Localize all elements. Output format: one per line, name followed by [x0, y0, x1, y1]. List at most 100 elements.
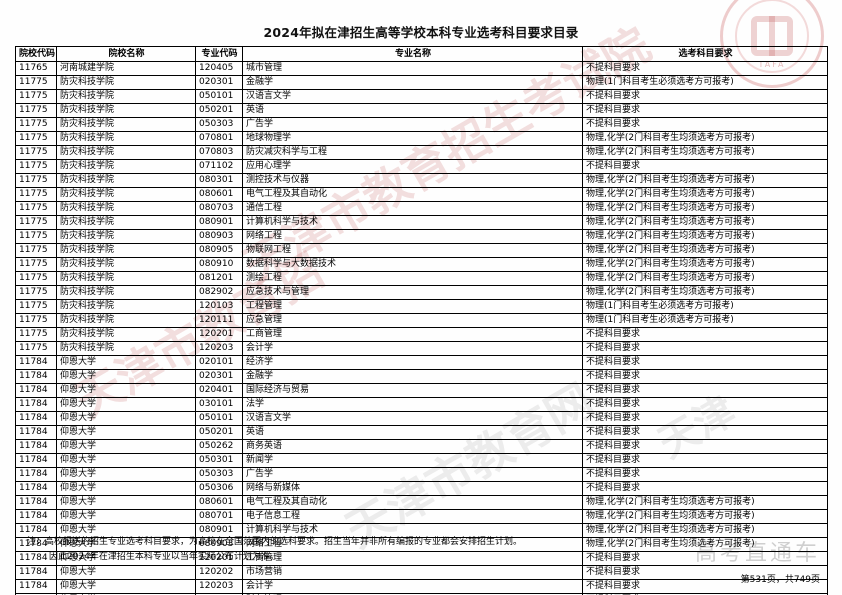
cell-subject-requirement: 不提科目要求 [582, 453, 828, 468]
cell-major-code: 120201 [195, 327, 243, 342]
footer-note-line-1: 注：高校报送的招生专业选考科目要求，为高校在全国范围内的选科要求。招生当年并非所… [27, 537, 523, 547]
cell-major-name: 网络与新媒体 [242, 481, 583, 496]
cell-school-code: 11784 [15, 439, 57, 454]
major-requirements-table: 院校代码 院校名称 专业代码 专业名称 选考科目要求 11765 河南城建学院 12… [15, 46, 828, 595]
table-row: 11784 仰恩大学 120203 会计学 不提科目要求 [15, 579, 828, 594]
table-row: 11784 仰恩大学 020401 国际经济与贸易 不提科目要求 [15, 383, 828, 398]
cell-subject-requirement: 不提科目要求 [582, 117, 828, 132]
cell-major-name: 通信工程 [242, 201, 583, 216]
table-row: 11775 防灾科技学院 050201 英语 不提科目要求 [15, 103, 828, 118]
table-row: 11775 防灾科技学院 120203 会计学 不提科目要求 [15, 341, 828, 356]
table-row: 11775 防灾科技学院 080301 测控技术与仪器 物理,化学(2门科目考生均须选考… [15, 173, 828, 188]
cell-major-name: 地球物理学 [242, 131, 583, 146]
cell-major-code: 050301 [195, 453, 243, 468]
cell-school-code: 11765 [15, 61, 57, 76]
cell-major-name: 市场营销 [242, 565, 583, 580]
cell-major-name: 测控技术与仪器 [242, 173, 583, 188]
cell-subject-requirement: 不提科目要求 [582, 383, 828, 398]
cell-school-name: 仰恩大学 [56, 425, 196, 440]
cell-school-code: 11775 [15, 187, 57, 202]
cell-school-code: 11784 [15, 509, 57, 524]
table-row: 11775 防灾科技学院 070803 防灾减灾科学与工程 物理,化学(2门科目考生均须… [15, 145, 828, 160]
cell-major-code: 120103 [195, 299, 243, 314]
cell-major-name: 广告学 [242, 117, 583, 132]
cell-school-code: 11775 [15, 75, 57, 90]
cell-school-code: 11775 [15, 327, 57, 342]
cell-school-name: 河南城建学院 [56, 61, 196, 76]
cell-major-name: 电气工程及其自动化 [242, 187, 583, 202]
cell-subject-requirement: 物理,化学(2门科目考生均须选考方可报考) [582, 509, 828, 524]
cell-school-code: 11775 [15, 173, 57, 188]
table-row: 11775 防灾科技学院 080910 数据科学与大数据技术 物理,化学(2门科目考生均… [15, 257, 828, 272]
cell-school-name: 仰恩大学 [56, 495, 196, 510]
cell-school-code: 11775 [15, 201, 57, 216]
table-body: 11765 河南城建学院 120405 城市管理 不提科目要求 11775 防灾科技学院 02… [15, 61, 828, 595]
table-row: 11775 防灾科技学院 020301 金融学 物理(1门科目考生必须选考方可报考) [15, 75, 828, 90]
cell-major-name: 新闻学 [242, 453, 583, 468]
cell-subject-requirement: 物理,化学(2门科目考生均须选考方可报考) [582, 173, 828, 188]
table-row: 11784 仰恩大学 120201 工商管理 不提科目要求 [15, 551, 828, 566]
table-row: 11775 防灾科技学院 120111 应急管理 物理(1门科目考生必须选考方可报考) [15, 313, 828, 328]
cell-subject-requirement: 不提科目要求 [582, 593, 828, 595]
cell-major-code: 050101 [195, 411, 243, 426]
cell-major-name: 会计学 [242, 579, 583, 594]
cell-major-name: 物联网工程 [242, 243, 583, 258]
table-header: 院校代码 院校名称 专业代码 专业名称 选考科目要求 [15, 46, 828, 62]
table-row: 11784 仰恩大学 050301 新闻学 不提科目要求 [15, 453, 828, 468]
cell-major-code: 020401 [195, 383, 243, 398]
table-row: 11775 防灾科技学院 120103 工程管理 物理(1门科目考生必须选考方可报考) [15, 299, 828, 314]
cell-school-name: 防灾科技学院 [56, 145, 196, 160]
cell-major-code: 080703 [195, 201, 243, 216]
cell-major-code: 020101 [195, 355, 243, 370]
table-row: 11775 防灾科技学院 050303 广告学 不提科目要求 [15, 117, 828, 132]
table-row: 11784仰恩大学120204财务管理不提科目要求 [15, 593, 828, 595]
cell-school-name: 仰恩大学 [56, 439, 196, 454]
cell-subject-requirement: 物理,化学(2门科目考生均须选考方可报考) [582, 229, 828, 244]
table-row: 11775 防灾科技学院 082902 应急技术与管理 物理,化学(2门科目考生均须选考… [15, 285, 828, 300]
cell-school-name: 仰恩大学 [56, 579, 196, 594]
cell-school-name: 防灾科技学院 [56, 89, 196, 104]
cell-subject-requirement: 不提科目要求 [582, 425, 828, 440]
cell-major-name: 应急管理 [242, 313, 583, 328]
cell-subject-requirement: 不提科目要求 [582, 89, 828, 104]
cell-major-code: 050101 [195, 89, 243, 104]
table-row: 11775 防灾科技学院 050101 汉语言文学 不提科目要求 [15, 89, 828, 104]
cell-subject-requirement: 不提科目要求 [582, 341, 828, 356]
cell-subject-requirement: 不提科目要求 [582, 327, 828, 342]
cell-school-code: 11784 [15, 411, 57, 426]
cell-subject-requirement: 物理,化学(2门科目考生均须选考方可报考) [582, 285, 828, 300]
cell-subject-requirement: 不提科目要求 [582, 103, 828, 118]
table-row: 11784 仰恩大学 050201 英语 不提科目要求 [15, 425, 828, 440]
cell-major-code: 080903 [195, 229, 243, 244]
cell-major-name: 电气工程及其自动化 [242, 495, 583, 510]
table-row: 11775 防灾科技学院 080601 电气工程及其自动化 物理,化学(2门科目考生均须… [15, 187, 828, 202]
table-row: 11775 防灾科技学院 080901 计算机科学与技术 物理,化学(2门科目考生均须选… [15, 215, 828, 230]
table-row: 11775 防灾科技学院 071102 应用心理学 不提科目要求 [15, 159, 828, 174]
cell-school-code: 11775 [15, 89, 57, 104]
table-row: 11775 防灾科技学院 070801 地球物理学 物理,化学(2门科目考生均须选考方可… [15, 131, 828, 146]
cell-major-code: 080910 [195, 257, 243, 272]
cell-school-code: 11784 [15, 467, 57, 482]
cell-subject-requirement: 不提科目要求 [582, 355, 828, 370]
column-header-major-name: 专业名称 [242, 46, 583, 62]
cell-major-name: 测绘工程 [242, 271, 583, 286]
table-row: 11765 河南城建学院 120405 城市管理 不提科目要求 [15, 61, 828, 76]
cell-school-code: 11775 [15, 299, 57, 314]
cell-subject-requirement: 物理,化学(2门科目考生均须选考方可报考) [582, 201, 828, 216]
table-row: 11775 防灾科技学院 120201 工商管理 不提科目要求 [15, 327, 828, 342]
cell-school-code: 11775 [15, 313, 57, 328]
cell-school-name: 防灾科技学院 [56, 75, 196, 90]
table-row: 11784 仰恩大学 030101 法学 不提科目要求 [15, 397, 828, 412]
cell-subject-requirement: 不提科目要求 [582, 159, 828, 174]
cell-major-name: 防灾减灾科学与工程 [242, 145, 583, 160]
cell-school-name: 防灾科技学院 [56, 257, 196, 272]
footer-notes: 注：高校报送的招生专业选考科目要求，为高校在全国范围内的选科要求。招生当年并非所… [27, 535, 627, 565]
cell-major-name: 英语 [242, 103, 583, 118]
page-title: 2024年拟在津招生高等学校本科专业选考科目要求目录 [263, 25, 579, 40]
cell-major-name: 应急技术与管理 [242, 285, 583, 300]
cell-major-name: 国际经济与贸易 [242, 383, 583, 398]
cell-school-code: 11775 [15, 159, 57, 174]
cell-school-code: 11784 [15, 355, 57, 370]
cell-subject-requirement: 物理(1门科目考生必须选考方可报考) [582, 75, 828, 90]
cell-major-name: 广告学 [242, 467, 583, 482]
